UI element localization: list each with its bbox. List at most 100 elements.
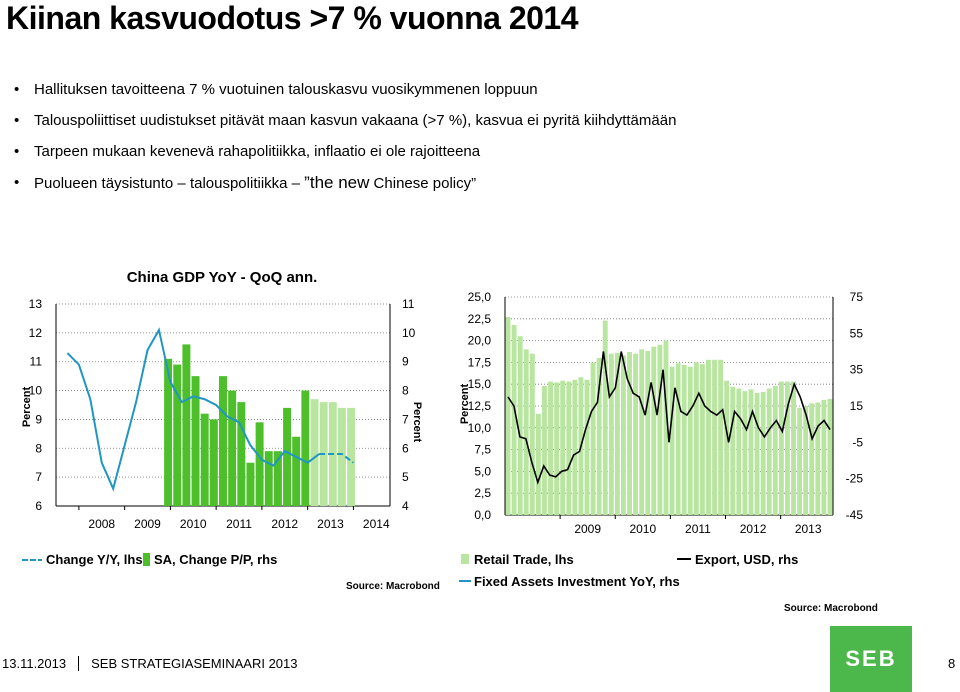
bar [237,402,246,506]
china-gdp-chart: China GDP YoY - QoQ ann. Percent Percent… [21,269,423,567]
y-tick-label: 15,0 [468,377,492,391]
bar [535,413,541,515]
bar [219,376,227,506]
x-tick-label: 2011 [226,517,252,531]
bar [347,407,356,506]
bar [791,381,796,515]
y-tick-label: 10 [402,326,416,340]
y-tick-label: 25,0 [468,290,492,304]
bar [639,349,645,515]
bar [602,320,608,515]
y-tick-label: 9 [35,412,42,426]
bar [164,358,173,506]
y-tick-label: 8 [35,441,42,455]
bar [529,353,535,515]
bullet-item: Talouspoliittiset uudistukset pitävät ma… [14,105,676,136]
bar [736,388,742,515]
y-tick-label: 4 [402,499,409,513]
bar [273,451,282,506]
footer-event: SEB STRATEGIASEMINAARI 2013 [91,656,298,671]
chart-legend: Change Y/Y, lhs SA, Change P/P, rhs [22,552,277,567]
chart-legend: Retail Trade, lhs Export, USD, rhs Fixed… [459,552,798,589]
bar [742,391,748,515]
bar [785,381,790,515]
x-tick-label: 2012 [740,522,767,536]
x-tick-label: 2014 [363,517,390,531]
x-tick-label: 2011 [685,522,711,536]
bar [778,381,784,515]
bar [766,388,772,515]
x-tick-label: 2010 [180,517,207,531]
bullet-text: Puolueen täysistunto – talouspolitiikka … [34,175,305,192]
bar [505,317,511,515]
bar [633,353,639,515]
bar [301,390,310,506]
bar [693,362,699,515]
bullet-item: Hallituksen tavoitteena 7 % vuotuinen ta… [14,74,676,105]
bar [523,349,529,515]
y-tick-label: 17,5 [468,355,492,369]
y-tick-label: 22,5 [468,312,492,326]
bar [748,389,754,515]
bar [209,419,218,506]
bar [255,422,264,506]
y-tick-label: 6 [402,441,409,455]
retail-export-chart: Percent 0,0 2,5 5,0 7,5 10,0 12,5 15,0 17,5 20,0… [459,290,864,589]
forecast-line [319,453,355,464]
x-tick-label: 2012 [271,517,298,531]
bar [337,407,346,506]
bar [310,399,319,506]
footer-date: 13.11.2013 [2,656,67,671]
left-axis-label: Percent [459,383,471,424]
y-tick-label: 35 [850,363,864,377]
chart-source: Source: Macrobond [784,603,878,614]
bar [797,407,803,515]
bar [228,390,237,506]
y-tick-label: 11 [402,297,415,311]
left-axis-label: Percent [21,386,33,427]
y-tick-label: -25 [846,472,864,486]
bar [621,355,626,515]
bar [827,399,833,515]
bar [173,364,182,506]
bar [681,365,687,515]
slide-title: Kiinan kasvuodotus >7 % vuonna 2014 [6,0,579,36]
bar [699,364,705,515]
bullet-list: Hallituksen tavoitteena 7 % vuotuinen ta… [14,74,676,199]
x-tick-label: 2009 [574,522,601,536]
bullet-tail: Chinese policy” [369,175,477,192]
y-tick-label: 7,5 [474,443,491,457]
bar [182,344,191,506]
bar [560,380,566,515]
y-tick-label: 11 [30,355,43,369]
bar [724,380,730,515]
x-tick-label: 2010 [629,522,656,536]
bar [760,392,766,515]
bar [548,381,553,515]
bar [614,352,620,515]
y-tick-label: 75 [850,290,864,304]
page-number: 8 [948,656,956,671]
bar [651,346,657,515]
bar [246,462,255,506]
x-tick-label: 2013 [317,517,344,531]
y-tick-label: 15 [850,399,864,413]
bullet-item: Puolueen täysistunto – talouspolitiikka … [14,167,676,199]
bar [517,336,523,515]
bar [264,451,273,506]
y-tick-label: 55 [850,326,864,340]
x-tick-label: 2009 [134,517,161,531]
y-tick-label: -45 [846,508,864,522]
bar [669,366,675,515]
legend-label: Change Y/Y, lhs [46,552,143,567]
bar [675,363,681,515]
y-tick-label: 8 [402,384,409,398]
y-tick-label: 7 [402,412,409,426]
y-tick-label: -5 [852,435,863,449]
bar [200,413,209,506]
bar [584,379,590,515]
y-tick-label: 2,5 [474,486,491,500]
series-line [66,327,320,492]
bar [572,379,578,515]
y-tick-label: 20,0 [468,334,492,348]
